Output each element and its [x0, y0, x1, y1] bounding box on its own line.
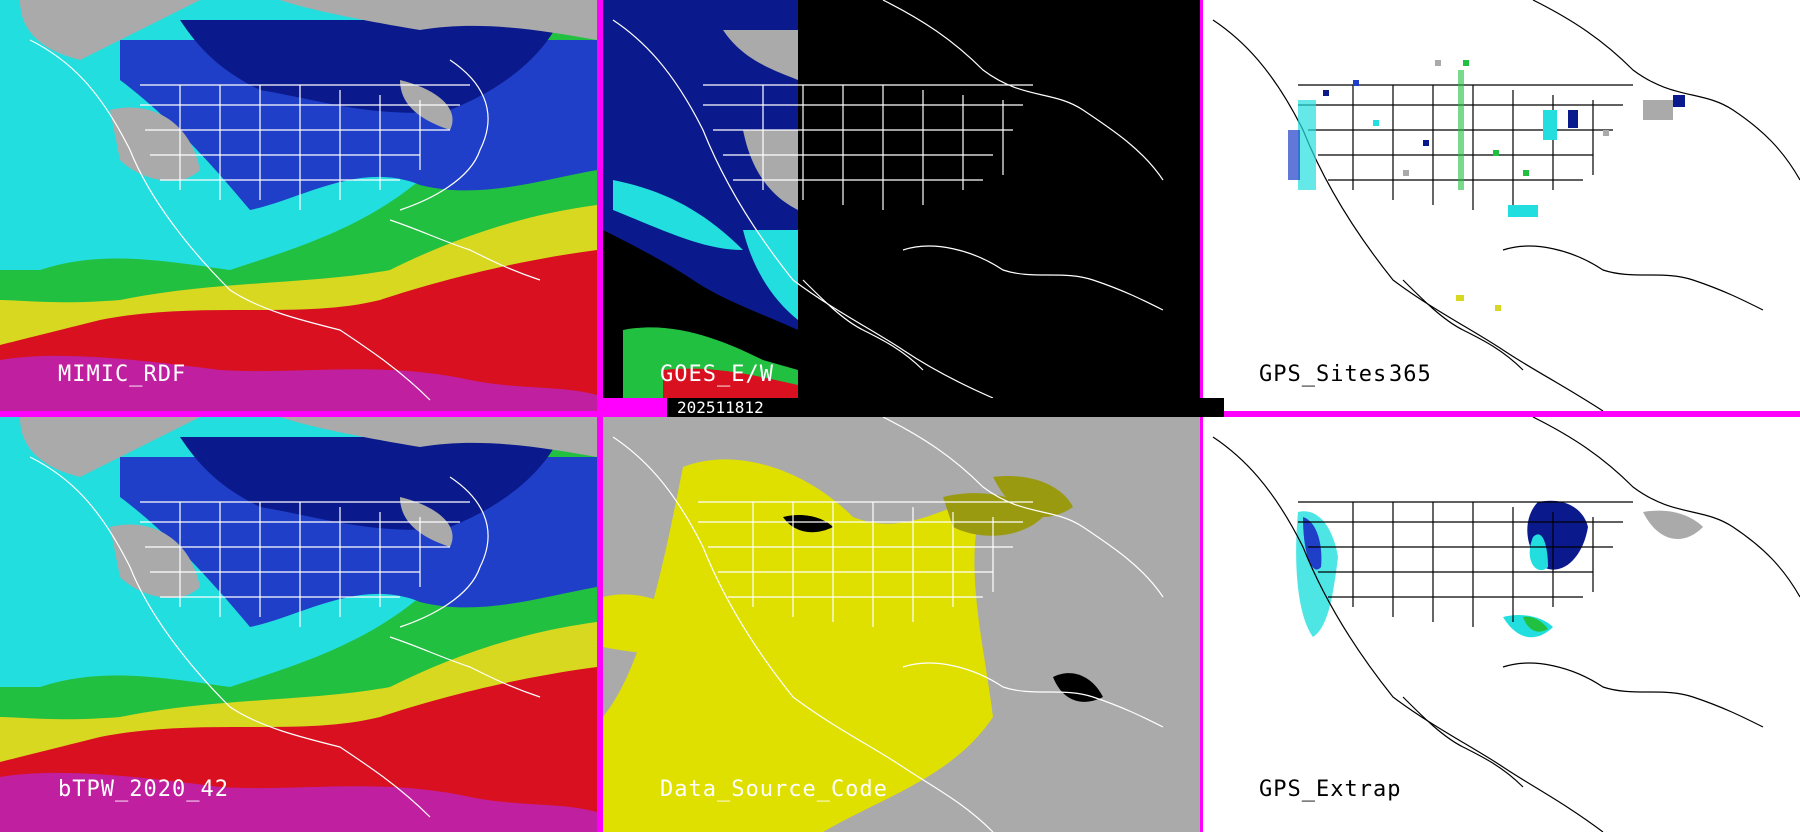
panel-btpw: bTPW_2020_42 — [0, 417, 597, 832]
data-source-map — [603, 417, 1200, 832]
panel-data-source: Data_Source_Code — [603, 417, 1200, 832]
goes-map — [603, 0, 1200, 398]
gps-sites-label: GPS_Sites — [1259, 362, 1388, 387]
panel-goes: GOES_E/W — [603, 0, 1200, 398]
goes-label: GOES_E/W — [660, 362, 774, 387]
gps-extrap-map — [1203, 417, 1800, 832]
timestamp: 202511812 — [667, 398, 1224, 417]
mimic-rdf-label: MIMIC_RDF — [58, 362, 187, 387]
panel-gps-sites: GPS_Sites 365 — [1203, 0, 1800, 411]
btpw-label: bTPW_2020_42 — [58, 777, 229, 802]
panel-gps-extrap: GPS_Extrap — [1203, 417, 1800, 832]
gps-sites-count: 365 — [1389, 362, 1432, 387]
btpw-tpw-map — [0, 417, 597, 832]
data-source-label: Data_Source_Code — [660, 777, 888, 802]
panel-mimic-rdf: MIMIC_RDF — [0, 0, 597, 411]
gps-extrap-label: GPS_Extrap — [1259, 777, 1402, 802]
gps-sites-map — [1203, 0, 1800, 411]
mimic-rdf-tpw-map — [0, 0, 597, 411]
